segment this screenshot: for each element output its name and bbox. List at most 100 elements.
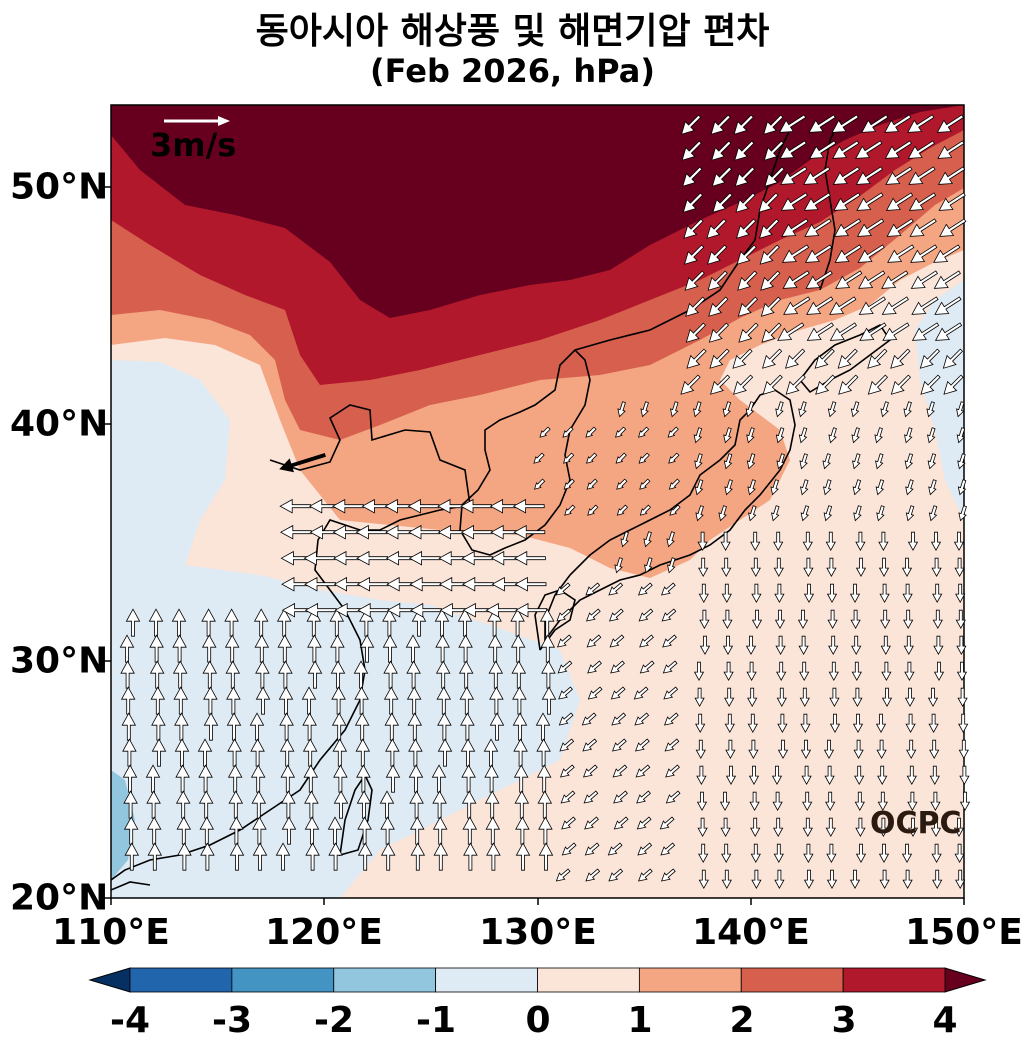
wind-vector-arrow: [878, 557, 890, 578]
wind-vector-arrow: [776, 453, 785, 470]
wind-vector-arrow: [331, 712, 347, 741]
wind-vector-arrow: [307, 634, 322, 663]
wind-vector-arrow: [748, 739, 759, 760]
wind-vector-arrow: [781, 244, 810, 263]
wind-vector-arrow: [435, 660, 451, 689]
wind-vector-arrow: [583, 790, 599, 804]
wind-vector-arrow: [407, 712, 423, 741]
wind-vector-arrow: [409, 816, 425, 845]
wind-vector-arrow: [849, 583, 861, 604]
wind-vector-arrow: [512, 712, 528, 741]
wind-vector-arrow: [556, 634, 572, 648]
wind-vector-arrow: [881, 661, 892, 682]
wind-vector-arrow: [515, 816, 530, 845]
wind-vector-arrow: [928, 713, 939, 734]
wind-vector-arrow: [825, 817, 836, 838]
wind-vector-arrow: [901, 843, 913, 864]
wind-vector-arrow: [861, 114, 889, 133]
wind-vector-arrow: [707, 270, 728, 291]
wind-vector-arrow: [942, 348, 964, 369]
wind-vector-arrow: [880, 635, 891, 656]
wind-vector-arrow: [958, 739, 969, 760]
wind-vector-arrow: [409, 790, 424, 819]
wind-vector-arrow: [202, 660, 218, 689]
wind-vector-arrow: [712, 192, 733, 213]
wind-vector-arrow: [854, 765, 865, 786]
wind-vector-arrow: [751, 583, 762, 604]
wind-vector-arrow: [882, 322, 910, 341]
wind-vector-arrow: [461, 550, 494, 566]
wind-vector-arrow: [536, 764, 552, 793]
wind-vector-arrow: [718, 505, 727, 522]
anomaly-band-neg1-0-east: [915, 280, 964, 520]
wind-vector-arrow: [680, 374, 701, 395]
wind-vector-arrow: [777, 739, 789, 760]
wind-vector-arrow: [408, 550, 441, 566]
wind-vector-arrow: [484, 790, 500, 819]
wind-vector-arrow: [539, 608, 555, 637]
wind-vector-arrow: [538, 816, 553, 845]
wind-vector-arrow: [748, 505, 757, 522]
wind-vector-arrow: [150, 686, 166, 715]
wind-vector-arrow: [513, 738, 528, 767]
wind-vector-arrow: [613, 816, 629, 830]
wind-vector-arrow: [681, 140, 702, 161]
x-tick-label-120e: 120°E: [265, 912, 383, 953]
wind-vector-arrow: [733, 374, 754, 395]
axis-ticks: [104, 186, 965, 905]
wind-vector-arrow: [639, 660, 655, 674]
wind-vector-arrow: [559, 764, 575, 778]
wind-vector-arrow: [615, 426, 627, 438]
wind-vector-arrow: [279, 738, 295, 767]
wind-vector-arrow: [907, 114, 935, 133]
wind-vector-arrow: [639, 634, 654, 648]
wind-vector-arrow: [832, 140, 860, 159]
wind-vector-arrow: [459, 686, 475, 715]
wind-vector-arrow: [633, 686, 649, 700]
wind-vector-arrow: [405, 634, 421, 663]
wind-vector-arrow: [586, 634, 602, 648]
wind-vector-arrow: [706, 218, 727, 239]
wind-vector-arrow: [563, 478, 575, 490]
wind-vector-arrow: [875, 453, 884, 470]
wind-vector-arrow: [937, 166, 966, 185]
wind-vector-arrow: [828, 661, 839, 682]
wind-vector-arrow: [832, 166, 860, 185]
wind-vector-arrow: [748, 765, 760, 786]
wind-vector-arrow: [851, 661, 862, 682]
wind-vector-arrow: [831, 114, 859, 133]
wind-vector-arrow: [276, 608, 292, 637]
wind-vector-arrow: [801, 765, 812, 786]
wind-vector-arrow: [172, 660, 188, 689]
wind-vector-arrow: [432, 816, 448, 845]
wind-vector-arrow: [710, 374, 731, 395]
wind-vector-arrow: [694, 479, 704, 496]
wind-vector-arrow: [638, 426, 650, 438]
wind-vector-arrow: [225, 660, 241, 689]
wind-vector-arrow: [149, 660, 165, 689]
wind-vector-arrow: [357, 602, 390, 618]
wind-vector-arrow: [357, 816, 372, 845]
wind-vector-arrow: [693, 661, 705, 682]
wind-vector-arrow: [908, 192, 937, 211]
wind-vector-arrow: [747, 713, 758, 734]
wind-vector-arrow: [304, 602, 337, 618]
wind-vector-arrow: [611, 712, 627, 726]
wind-vector-arrow: [460, 712, 475, 741]
wind-vector-arrow: [173, 686, 189, 715]
wind-vector-arrow: [736, 218, 757, 239]
wind-vector-arrow: [541, 686, 557, 715]
wind-vector-arrow: [931, 557, 942, 578]
wind-vector-arrow: [146, 816, 162, 845]
wind-vector-arrow: [172, 634, 187, 663]
colorbar-label: 2: [729, 1000, 755, 1041]
wind-vector-arrow: [175, 764, 190, 793]
wind-vector-arrow: [809, 140, 837, 159]
wind-vector-arrow: [721, 557, 732, 578]
wind-vector-arrow: [637, 868, 653, 882]
wind-vector-arrow: [721, 843, 732, 864]
wind-vector-arrow: [305, 842, 320, 871]
wind-vector-arrow: [695, 505, 704, 522]
colorbar-segment: [231, 967, 335, 993]
wind-vector-arrow: [732, 348, 753, 369]
